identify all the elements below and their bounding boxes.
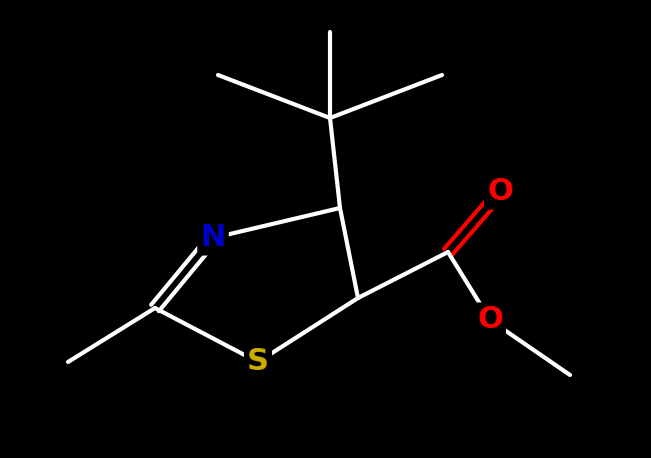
Text: S: S <box>247 348 269 376</box>
Text: N: N <box>201 224 226 252</box>
Text: O: O <box>487 178 513 207</box>
Text: O: O <box>477 305 503 334</box>
